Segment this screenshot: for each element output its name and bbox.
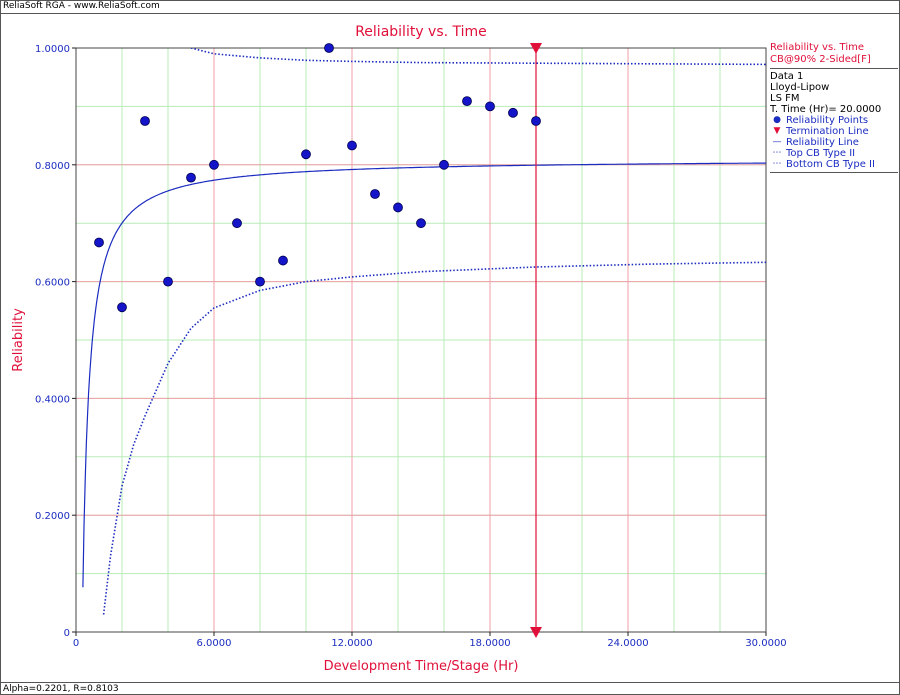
termination-marker-top <box>530 43 542 54</box>
grid-minor <box>76 48 766 632</box>
axis-ticks: 0 6.0000 12.0000 18.0000 24.0000 30.0000 0 0.20… <box>35 44 787 649</box>
bottom-cb-line <box>102 261 766 615</box>
y-tick-label: 0.8000 <box>35 161 70 172</box>
legend-item-label: Top CB Type II <box>786 148 856 159</box>
reliability-point <box>393 202 403 213</box>
x-tick-label: 6.0000 <box>197 638 232 649</box>
dotted-line-icon: ⋯ <box>772 159 782 169</box>
termination-line <box>530 43 542 638</box>
legend-item-reliability-line: — Reliability Line <box>770 137 898 148</box>
y-tick-label: 0.4000 <box>35 394 70 405</box>
triangle-down-icon: ▼ <box>773 126 781 136</box>
y-tick-label: 0.2000 <box>35 511 70 522</box>
legend-method: LS FM <box>770 93 800 104</box>
solid-line-icon: — <box>772 137 782 147</box>
reliability-point <box>508 107 518 118</box>
legend-item-label: Termination Line <box>786 126 869 137</box>
legend-item-label: Reliability Points <box>786 115 869 126</box>
reliability-point <box>324 43 334 53</box>
app-title: ReliaSoft RGA - www.ReliaSoft.com <box>3 1 160 11</box>
legend-item-top-cb: ⋯ Top CB Type II <box>770 148 898 159</box>
chart-title: Reliability vs. Time <box>355 24 487 40</box>
reliability-point <box>416 218 426 229</box>
reliability-line <box>82 162 766 588</box>
y-tick-label: 0 <box>64 628 70 639</box>
x-tick-label: 12.0000 <box>331 638 372 649</box>
x-axis-label: Development Time/Stage (Hr) <box>324 659 519 674</box>
x-tick-label: 18.0000 <box>469 638 510 649</box>
legend-item-termination: ▼ Termination Line <box>770 126 898 137</box>
reliability-point <box>94 237 104 248</box>
curves <box>82 48 766 615</box>
x-tick-label: 30.0000 <box>745 638 786 649</box>
reliability-point <box>370 189 380 199</box>
reliability-point <box>140 116 150 126</box>
y-tick-label: 0.6000 <box>35 278 70 289</box>
legend-divider <box>770 68 898 69</box>
legend-item-points: ● Reliability Points <box>770 115 898 126</box>
reliability-point <box>462 96 472 107</box>
legend-subtitle: CB@90% 2-Sided[F] <box>770 54 871 65</box>
grid-major <box>76 48 766 632</box>
y-axis-label: Reliability <box>11 308 26 372</box>
reliability-point <box>186 172 196 183</box>
reliability-point <box>485 101 495 112</box>
reliability-point <box>531 116 541 126</box>
top-cb-line <box>190 48 766 66</box>
legend-divider-bottom <box>770 172 898 173</box>
y-tick-label: 1.0000 <box>35 44 70 55</box>
legend-model: Lloyd-Lipow <box>770 82 830 93</box>
x-tick-label: 0 <box>73 638 79 649</box>
legend-item-label: Bottom CB Type II <box>786 159 875 170</box>
termination-marker-bottom <box>530 627 542 638</box>
legend-term-time: T. Time (Hr)= 20.0000 <box>770 104 882 115</box>
x-tick-label: 24.0000 <box>607 638 648 649</box>
plot-frame <box>75 47 767 633</box>
reliability-point <box>232 218 242 229</box>
reliability-point <box>278 255 288 266</box>
reliability-point <box>163 276 173 287</box>
header-divider <box>0 13 900 14</box>
legend-item-label: Reliability Line <box>786 137 859 148</box>
legend: Reliability vs. Time CB@90% 2-Sided[F] D… <box>770 42 898 175</box>
reliability-point <box>117 302 127 313</box>
reliability-point <box>301 149 311 160</box>
dotted-line-icon: ⋯ <box>772 148 782 158</box>
reliability-point <box>209 159 219 170</box>
legend-title: Reliability vs. Time <box>770 42 864 53</box>
dot-icon: ● <box>773 115 781 125</box>
reliability-points <box>94 43 541 313</box>
reliability-point <box>439 159 449 170</box>
legend-data-name: Data 1 <box>770 71 804 82</box>
reliability-point <box>347 140 357 151</box>
reliability-point <box>255 276 265 287</box>
legend-item-bottom-cb: ⋯ Bottom CB Type II <box>770 159 898 170</box>
footer-divider <box>0 682 900 683</box>
status-text: Alpha=0.2201, R=0.8103 <box>3 684 119 694</box>
